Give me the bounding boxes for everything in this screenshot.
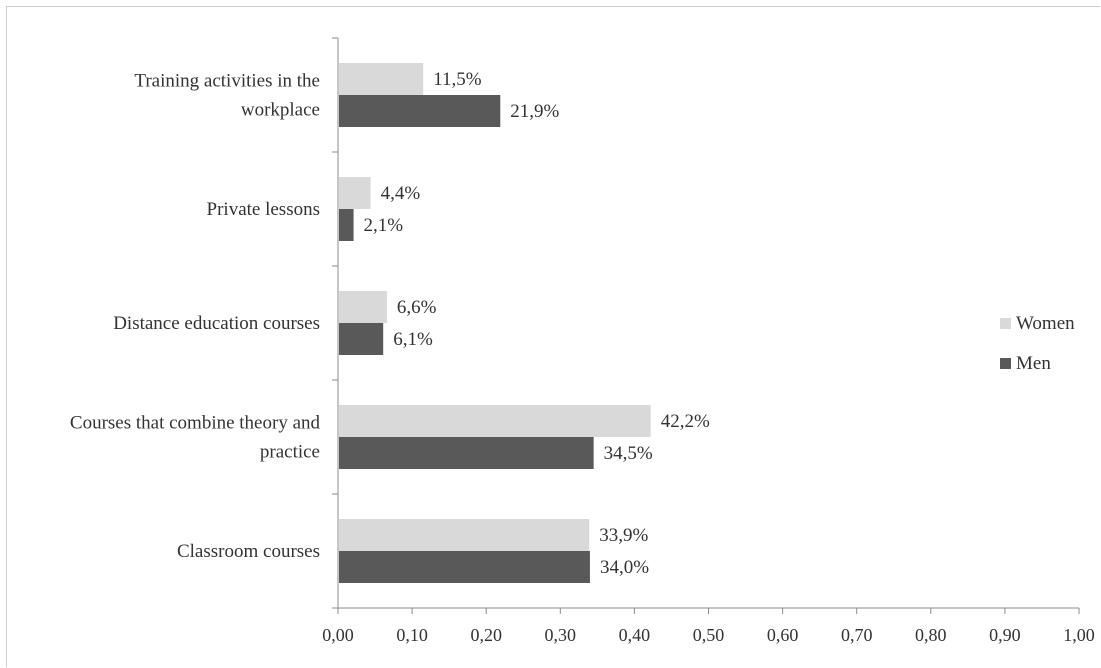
bar-women [339, 519, 590, 551]
x-tick-label: 0,40 [619, 625, 651, 645]
legend-label: Men [1016, 353, 1051, 374]
data-label: 21,9% [510, 101, 559, 122]
bar-men [339, 323, 384, 355]
axes: 0,00 0,10 0,20 0,30 0,40 0,50 0,60 0,70 0,80 0,90… [322, 37, 1095, 645]
category-label: Private lessons [207, 199, 320, 220]
data-label: 11,5% [433, 69, 482, 90]
data-label: 34,5% [604, 443, 653, 464]
bar-women [339, 291, 387, 323]
bar-men [339, 437, 594, 469]
data-label: 6,6% [397, 297, 437, 318]
bars [339, 63, 651, 583]
bar-women [339, 177, 371, 209]
x-tick-label: 0,10 [396, 625, 428, 645]
bar-men [339, 95, 501, 127]
legend-swatch-men [1000, 358, 1011, 369]
x-tick-label: 0,00 [322, 625, 354, 645]
category-label: Distance education courses [113, 313, 320, 334]
category-label: Training activities in the [134, 71, 320, 92]
bar-men [339, 209, 354, 241]
x-tick-label: 0,50 [693, 625, 725, 645]
x-tick-label: 0,70 [841, 625, 873, 645]
bar-women [339, 63, 424, 95]
x-tick-label: 0,20 [470, 625, 502, 645]
x-tick-label: 0,30 [545, 625, 577, 645]
data-label: 42,2% [661, 411, 710, 432]
category-label: workplace [241, 100, 320, 121]
category-label: Courses that combine theory and [70, 413, 321, 434]
x-tick-label: 0,60 [767, 625, 799, 645]
labels: Training activities in the workplace Priva… [70, 69, 710, 578]
x-tick-label: 1,00 [1063, 625, 1095, 645]
x-tick-label: 0,90 [989, 625, 1021, 645]
data-label: 6,1% [393, 329, 433, 350]
chart-frame [6, 6, 1100, 667]
data-label: 33,9% [599, 525, 648, 546]
bar-men [339, 551, 590, 583]
data-label: 2,1% [364, 215, 404, 236]
legend-label: Women [1016, 313, 1075, 334]
category-label: Classroom courses [177, 541, 320, 562]
x-tick-label: 0,80 [915, 625, 947, 645]
legend-swatch-women [1000, 318, 1011, 329]
data-label: 34,0% [600, 557, 649, 578]
bar-women [339, 405, 651, 437]
category-label: practice [260, 442, 320, 463]
data-label: 4,4% [381, 183, 421, 204]
legend: Women Men [1000, 313, 1075, 374]
